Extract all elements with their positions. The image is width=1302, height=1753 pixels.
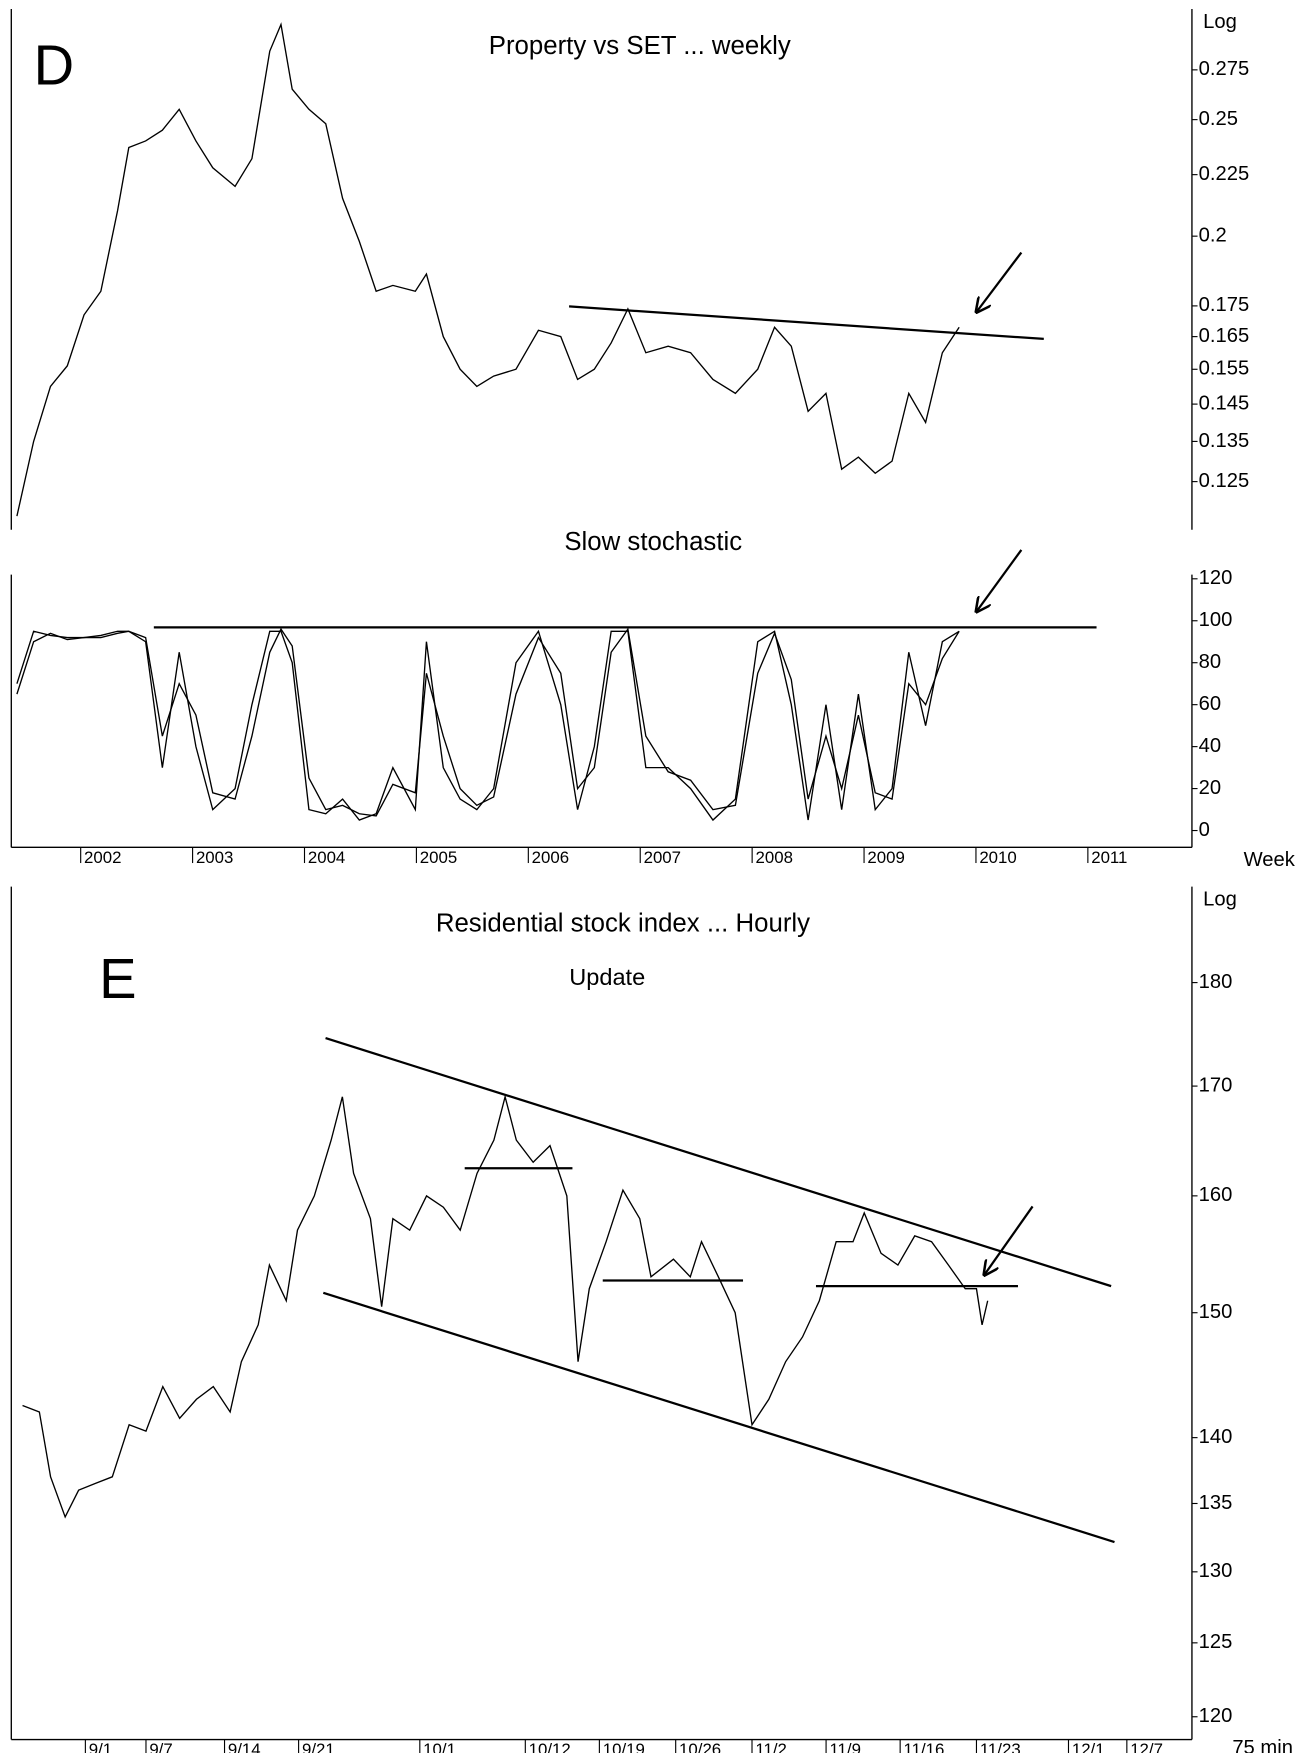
- x-tick-label: 11/23: [980, 1740, 1021, 1753]
- panel-label: E: [99, 947, 136, 1010]
- y-axis-label: Log: [1203, 888, 1237, 910]
- line-series: [22, 1094, 989, 1519]
- arrow: [976, 251, 1023, 312]
- x-tick-label: 2009: [867, 848, 904, 867]
- x-tick-label: 2011: [1091, 848, 1127, 867]
- x-tick-label: 2005: [420, 848, 457, 867]
- x-tick-label: 10/19: [603, 1740, 645, 1753]
- x-tick-label: 2002: [84, 848, 121, 867]
- y-tick-label: 135: [1199, 1492, 1233, 1514]
- chart-title: Property vs SET ... weekly: [489, 32, 791, 60]
- y-tick-label: 0.155: [1199, 358, 1250, 380]
- y-tick-label: 40: [1199, 735, 1221, 757]
- y-tick-label: 160: [1199, 1184, 1233, 1206]
- x-tick-label: 2008: [756, 848, 793, 867]
- line-series: [16, 627, 960, 817]
- y-tick-label: 0: [1199, 819, 1210, 841]
- chart-title: Slow stochastic: [564, 528, 742, 556]
- y-tick-label: 100: [1199, 609, 1233, 631]
- x-tick-label: 11/16: [904, 1740, 945, 1753]
- y-tick-label: 0.125: [1199, 470, 1250, 492]
- arrow: [976, 549, 1023, 612]
- y-tick-label: 170: [1199, 1074, 1233, 1096]
- channel-line: [322, 1291, 1115, 1544]
- y-tick-label: 140: [1199, 1426, 1233, 1448]
- x-tick-label: 9/7: [149, 1740, 172, 1753]
- annotations: [153, 251, 1115, 1544]
- y-tick-label: 125: [1199, 1631, 1233, 1653]
- panel-label: D: [34, 33, 75, 96]
- y-tick-label: 180: [1199, 971, 1233, 993]
- x-tick-label: 10/1: [423, 1740, 456, 1753]
- line-series: [16, 22, 960, 517]
- y-tick-label: 130: [1199, 1560, 1233, 1582]
- x-tick-label: 12/7: [1130, 1740, 1163, 1753]
- y-tick-label: 0.2: [1199, 225, 1227, 247]
- y-tick-label: 60: [1199, 693, 1221, 715]
- y-tick-label: 120: [1199, 1705, 1233, 1727]
- x-axis-label: Week: [1244, 849, 1296, 871]
- y-tick-label: 0.135: [1199, 430, 1250, 452]
- x-tick-label: 9/21: [302, 1740, 335, 1753]
- x-tick-label: 2004: [308, 848, 345, 867]
- y-tick-label: 80: [1199, 651, 1221, 673]
- y-tick-label: 120: [1199, 567, 1233, 589]
- x-tick-label: 10/26: [679, 1740, 721, 1753]
- y-tick-label: 150: [1199, 1301, 1233, 1323]
- line-series: [16, 629, 960, 822]
- y-tick-label: 0.165: [1199, 325, 1250, 347]
- x-tick-label: 9/14: [228, 1740, 261, 1753]
- x-tick-label: 2007: [644, 848, 681, 867]
- x-tick-label: 12/1: [1072, 1740, 1105, 1753]
- x-axis-label: 75 min: [1232, 1737, 1293, 1753]
- y-tick-label: 0.25: [1199, 108, 1238, 130]
- chart-subtitle: Update: [569, 964, 645, 990]
- y-tick-label: 0.275: [1199, 58, 1250, 80]
- y-axis-label: Log: [1203, 11, 1237, 33]
- x-tick-label: 2003: [196, 848, 233, 867]
- x-tick-label: 2006: [532, 848, 569, 867]
- chart-title: Residential stock index ... Hourly: [436, 910, 810, 938]
- trend-line: [568, 305, 1044, 341]
- y-tick-label: 0.175: [1199, 294, 1250, 316]
- arrow: [984, 1205, 1034, 1274]
- x-tick-label: 2010: [979, 848, 1016, 867]
- channel-line: [325, 1037, 1112, 1288]
- y-tick-label: 0.145: [1199, 392, 1250, 414]
- x-tick-label: 11/2: [755, 1740, 787, 1753]
- y-tick-label: 20: [1199, 777, 1221, 799]
- x-tick-label: 11/9: [829, 1740, 861, 1753]
- y-tick-label: 0.225: [1199, 163, 1250, 185]
- x-tick-label: 10/12: [529, 1740, 571, 1753]
- x-tick-label: 9/1: [89, 1740, 112, 1753]
